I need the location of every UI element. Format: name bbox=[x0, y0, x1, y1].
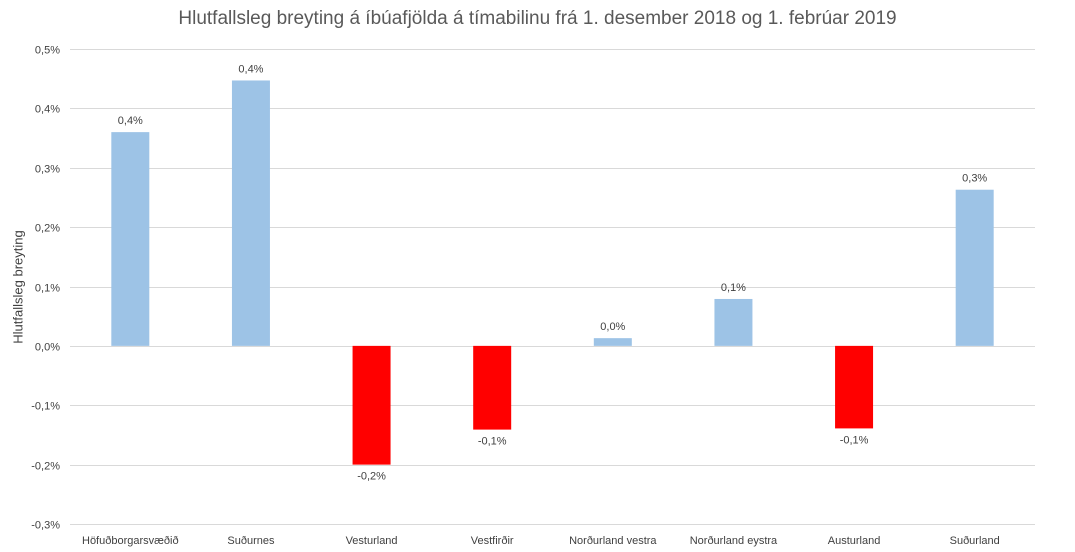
category-label: Austurland bbox=[828, 535, 881, 547]
data-label: -0,1% bbox=[478, 436, 507, 448]
bar-7 bbox=[835, 345, 874, 429]
data-label: -0,1% bbox=[840, 434, 869, 446]
bar-3 bbox=[352, 345, 391, 465]
y-tick-label: 0,4% bbox=[35, 104, 60, 116]
bar-4 bbox=[473, 345, 512, 430]
y-tick-label: 0,5% bbox=[35, 45, 60, 57]
y-tick-label: -0,3% bbox=[31, 520, 60, 532]
category-label: Vestfirðir bbox=[471, 535, 514, 547]
category-label: Norðurland vestra bbox=[569, 535, 657, 547]
y-tick-label: -0,2% bbox=[31, 461, 60, 473]
y-tick-label: 0,1% bbox=[35, 283, 60, 295]
data-labels: 0,4% 0,4% -0,2% -0,1% 0,0% 0,1% -0,1% 0,3% bbox=[118, 63, 988, 482]
bar-1 bbox=[111, 132, 150, 346]
data-label: 0,0% bbox=[600, 321, 625, 333]
data-label: 0,4% bbox=[238, 63, 263, 75]
y-tick-label: -0,1% bbox=[31, 401, 60, 413]
chart-title: Hlutfallsleg breyting á íbúafjölda á tím… bbox=[178, 8, 897, 29]
category-label: Suðurland bbox=[950, 535, 1000, 547]
gridlines bbox=[70, 49, 1035, 525]
bar-8 bbox=[955, 189, 994, 346]
bar-6 bbox=[714, 298, 753, 346]
category-label: Suðurnes bbox=[227, 535, 275, 547]
category-label: Höfuðborgarsvæðið bbox=[82, 535, 179, 547]
bars bbox=[111, 80, 994, 465]
category-label: Norðurland eystra bbox=[690, 535, 778, 547]
data-label: 0,3% bbox=[962, 173, 987, 185]
data-label: 0,4% bbox=[118, 115, 143, 127]
data-label: -0,2% bbox=[357, 471, 386, 483]
y-tick-label: 0,3% bbox=[35, 164, 60, 176]
category-label: Vesturland bbox=[346, 535, 398, 547]
y-tick-labels: 0,5% 0,4% 0,3% 0,2% 0,1% 0,0% -0,1% -0,2% -0,3% bbox=[31, 45, 60, 532]
category-labels: Höfuðborgarsvæðið Suðurnes Vesturland Vestf… bbox=[82, 535, 1000, 547]
bar-5 bbox=[593, 338, 632, 346]
bar-2 bbox=[231, 80, 270, 346]
y-tick-label: 0,0% bbox=[35, 342, 60, 354]
y-tick-label: 0,2% bbox=[35, 223, 60, 235]
data-label: 0,1% bbox=[721, 282, 746, 294]
